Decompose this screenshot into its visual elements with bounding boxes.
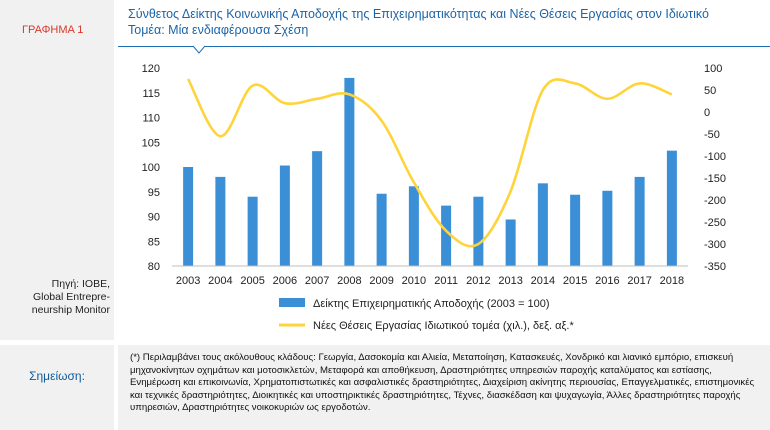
y-left-tick-label: 120 <box>142 63 160 75</box>
y-right-tick-label: 100 <box>704 63 722 75</box>
bar <box>570 194 581 266</box>
x-tick-label: 2014 <box>531 275 555 287</box>
x-tick-label: 2007 <box>305 275 329 287</box>
x-tick-label: 2013 <box>498 275 522 287</box>
y-left-tick-label: 115 <box>142 88 160 100</box>
note-label: Σημείωση: <box>29 369 85 383</box>
y-right-tick-label: 0 <box>704 107 710 119</box>
source-line: Πηγή: ΙΟΒΕ, <box>51 278 110 290</box>
y-left-tick-label: 90 <box>148 212 160 224</box>
bar <box>279 165 290 266</box>
legend-bar-label: Δείκτης Επιχειρηματικής Αποδοχής (2003 =… <box>313 298 550 310</box>
x-tick-label: 2010 <box>402 275 426 287</box>
bar <box>344 77 355 267</box>
bar <box>666 150 677 266</box>
x-tick-label: 2006 <box>273 275 297 287</box>
x-tick-label: 2016 <box>595 275 619 287</box>
x-tick-label: 2004 <box>208 275 232 287</box>
source-text: Πηγή: ΙΟΒΕ, Global Entrepre- neurship Mo… <box>4 278 110 317</box>
x-tick-label: 2017 <box>627 275 651 287</box>
note-panel <box>118 345 770 430</box>
x-tick-label: 2015 <box>563 275 587 287</box>
bar <box>441 205 452 266</box>
y-right-tick-label: -350 <box>704 261 726 273</box>
x-tick-label: 2012 <box>466 275 490 287</box>
bar <box>247 196 258 266</box>
bar <box>408 186 419 266</box>
x-tick-label: 2018 <box>660 275 684 287</box>
y-right-tick-label: -300 <box>704 239 726 251</box>
note-text: (*) Περιλαμβάνει τους ακόλουθους κλάδους… <box>130 352 755 414</box>
y-left-tick-label: 95 <box>148 187 160 199</box>
bar <box>537 183 548 266</box>
source-line: neurship Monitor <box>31 304 110 316</box>
y-left-tick-label: 100 <box>142 162 160 174</box>
chart-header: Σύνθετος Δείκτης Κοινωνικής Αποδοχής της… <box>118 0 770 47</box>
figure-label: ΓΡΑΦΗΜΑ 1 <box>22 24 84 36</box>
combo-chart: 80 85 90 95 100 105 110 115 120 100 50 0 -50 -100 -150… <box>142 45 726 332</box>
legend-bar-swatch <box>279 298 305 307</box>
y-right-tick-label: -150 <box>704 173 726 185</box>
x-tick-label: 2009 <box>369 275 393 287</box>
bar <box>312 151 323 266</box>
left-panel <box>0 0 114 340</box>
y-right-tick-label: -50 <box>704 129 720 141</box>
y-right-tick-label: -250 <box>704 217 726 229</box>
chart-title: Σύνθετος Δείκτης Κοινωνικής Αποδοχής της… <box>128 7 709 37</box>
y-left-tick-label: 80 <box>148 261 160 273</box>
y-left-tick-label: 105 <box>142 137 160 149</box>
y-left-tick-label: 85 <box>148 236 160 248</box>
y-right-tick-label: -200 <box>704 195 726 207</box>
bar <box>634 176 645 266</box>
bar <box>505 219 516 266</box>
bar <box>473 196 484 266</box>
x-tick-label: 2008 <box>337 275 361 287</box>
left-note-panel <box>0 345 114 430</box>
y-right-tick-label: -100 <box>704 151 726 163</box>
bar <box>376 193 387 266</box>
legend-line-label: Νέες Θέσεις Εργασίας Ιδιωτικού τομέα (χι… <box>313 320 574 332</box>
line-series <box>186 78 673 248</box>
bar <box>183 167 194 266</box>
x-tick-label: 2011 <box>434 275 458 287</box>
bar <box>602 190 613 266</box>
bar <box>215 176 226 266</box>
title-pointer <box>192 45 206 54</box>
y-right-tick-label: 50 <box>704 85 716 97</box>
source-line: Global Entrepre- <box>32 291 110 303</box>
x-tick-label: 2005 <box>240 275 264 287</box>
y-left-tick-label: 110 <box>142 113 160 125</box>
x-tick-label: 2003 <box>176 275 200 287</box>
